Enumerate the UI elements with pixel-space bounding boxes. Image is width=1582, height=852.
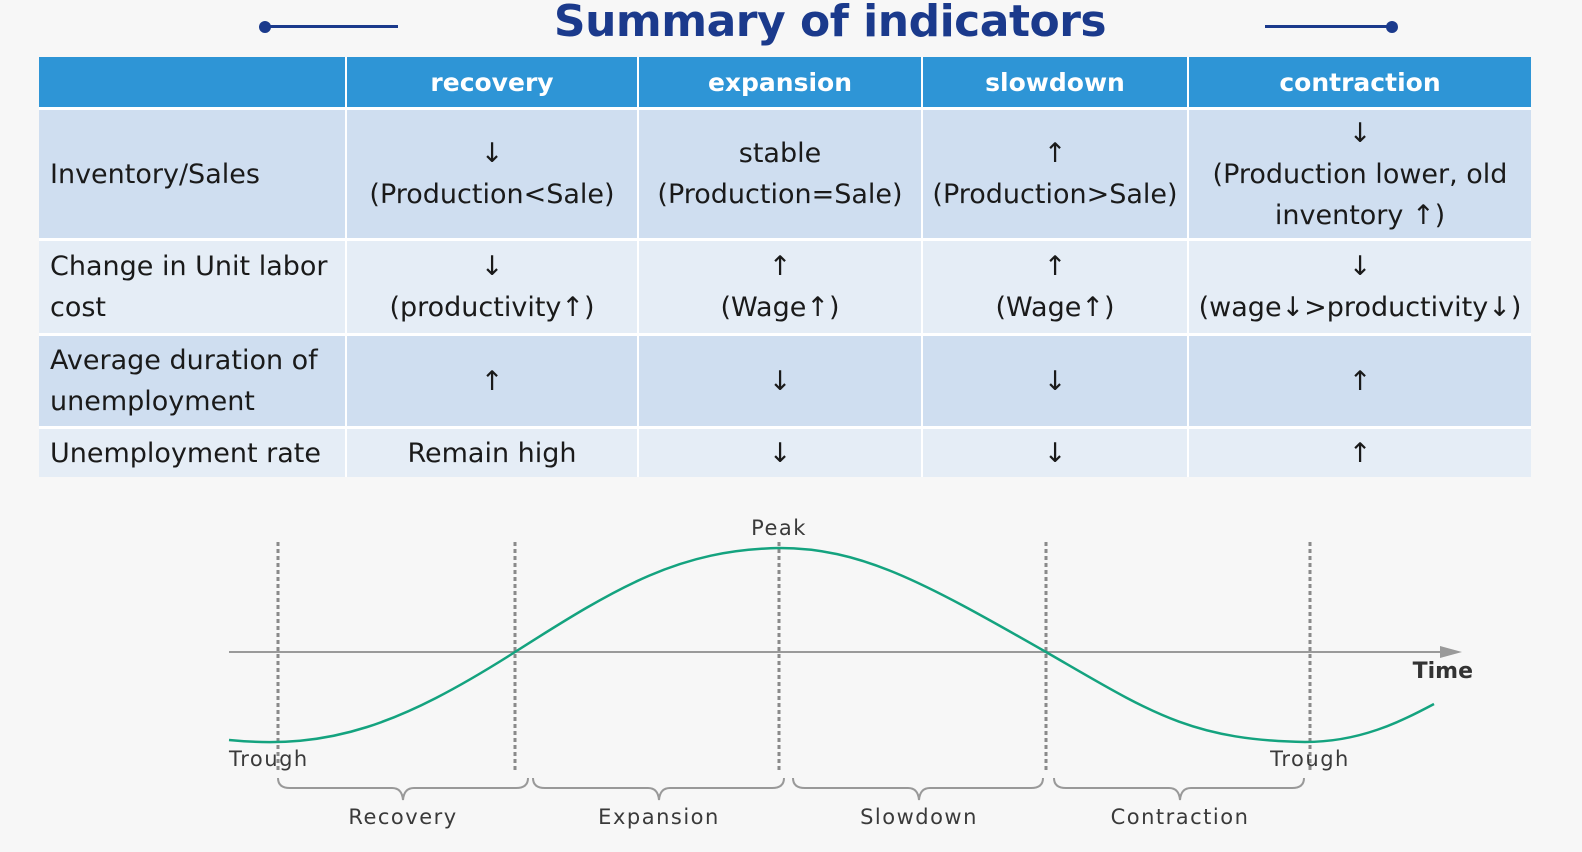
table-cell: ↓ (Production lower, old inventory ↑) (1189, 107, 1531, 238)
business-cycle-diagram: Peak Time Trough Trough Recovery Expansi… (228, 516, 1473, 829)
table-row-inventory-sales: Inventory/Sales ↓ (Production<Sale) stabl… (39, 107, 1531, 238)
phase-label-expansion: Expansion (598, 805, 720, 829)
page-title: Summary of indicators (553, 0, 1107, 47)
table-cell: ↑ (Wage↑) (923, 238, 1189, 333)
table-cell: ↑ (347, 333, 639, 426)
table-cell: ↓ (wage↓>productivity↓) (1189, 238, 1531, 333)
row-label-line: Change in Unit labor (50, 251, 328, 282)
phase-label-contraction: Contraction (1111, 805, 1250, 829)
time-axis-arrowhead (1440, 646, 1462, 658)
cell-line: ↓ (480, 251, 504, 282)
title-decoration-left (266, 25, 398, 28)
phase-brace-recovery (277, 777, 529, 801)
header-recovery: recovery (347, 57, 639, 107)
title-decoration-right (1265, 25, 1393, 28)
table-cell: ↓ (639, 333, 923, 426)
table-cell: ↓ (productivity↑) (347, 238, 639, 333)
phase-label-recovery: Recovery (348, 805, 457, 829)
cell-line: (Production=Sale) (657, 179, 903, 210)
table-row-unemployment-rate: Unemployment rate Remain high ↓ ↓ ↑ (39, 426, 1531, 477)
header-expansion: expansion (639, 57, 923, 107)
phase-label-slowdown: Slowdown (860, 805, 978, 829)
cell-line: (Production lower, old (1212, 158, 1508, 190)
table-cell: ↓ (639, 426, 923, 477)
row-label-line: Average duration of (50, 345, 318, 376)
table-cell: ↑ (Wage↑) (639, 238, 923, 333)
table-cell: ↓ (Production<Sale) (347, 107, 639, 238)
indicators-table: recovery expansion slowdown contraction … (39, 57, 1531, 477)
title-decoration-dot-left (259, 21, 271, 33)
cell-line: (Production>Sale) (932, 179, 1178, 210)
cell-line: (productivity↑) (389, 292, 595, 323)
row-label: Average duration of unemployment (39, 333, 347, 426)
cell-line: (Wage↑) (720, 292, 840, 323)
row-label-line: unemployment (50, 386, 255, 417)
phase-brace-contraction (1053, 777, 1305, 801)
cell-line: ↑ (768, 251, 792, 282)
trough-left-label: Trough (228, 747, 309, 771)
header-contraction: contraction (1189, 57, 1531, 107)
table-header-row: recovery expansion slowdown contraction (39, 57, 1531, 107)
cell-line: ↑ (1043, 138, 1067, 169)
table-cell: ↓ (923, 333, 1189, 426)
time-axis-label: Time (1413, 659, 1473, 684)
table-cell: ↑ (1189, 333, 1531, 426)
row-label: Change in Unit labor cost (39, 238, 347, 333)
trough-right-label: Trough (1269, 747, 1350, 771)
cell-line: inventory ↑) (1274, 199, 1446, 231)
cell-line: ↑ (1043, 251, 1067, 282)
row-label: Unemployment rate (39, 426, 347, 477)
header-slowdown: slowdown (923, 57, 1189, 107)
table-cell: ↑ (1189, 426, 1531, 477)
cell-line: ↓ (1348, 251, 1372, 282)
phase-brace-slowdown (792, 777, 1044, 801)
cell-line: ↓ (1348, 117, 1372, 149)
cell-line: (wage↓>productivity↓) (1198, 292, 1522, 323)
business-cycle-curve (228, 546, 1435, 744)
title-decoration-dot-right (1386, 21, 1398, 33)
table-cell: stable (Production=Sale) (639, 107, 923, 238)
peak-label: Peak (751, 516, 807, 540)
cell-line: ↓ (480, 138, 504, 169)
row-label-line: cost (50, 292, 107, 323)
phase-brace-expansion (532, 777, 785, 801)
header-blank (39, 57, 347, 107)
table-cell: ↑ (Production>Sale) (923, 107, 1189, 238)
cell-line: stable (738, 138, 822, 169)
table-cell: ↓ (923, 426, 1189, 477)
table-row-unit-labor-cost: Change in Unit labor cost ↓ (productivity↑… (39, 238, 1531, 333)
cell-line: (Wage↑) (995, 292, 1115, 323)
table-cell: Remain high (347, 426, 639, 477)
row-label: Inventory/Sales (39, 107, 347, 238)
title-bar: Summary of indicators (0, 0, 1582, 56)
table-row-duration-unemployment: Average duration of unemployment ↑ ↓ ↓ ↑ (39, 333, 1531, 426)
cell-line: (Production<Sale) (369, 179, 615, 210)
